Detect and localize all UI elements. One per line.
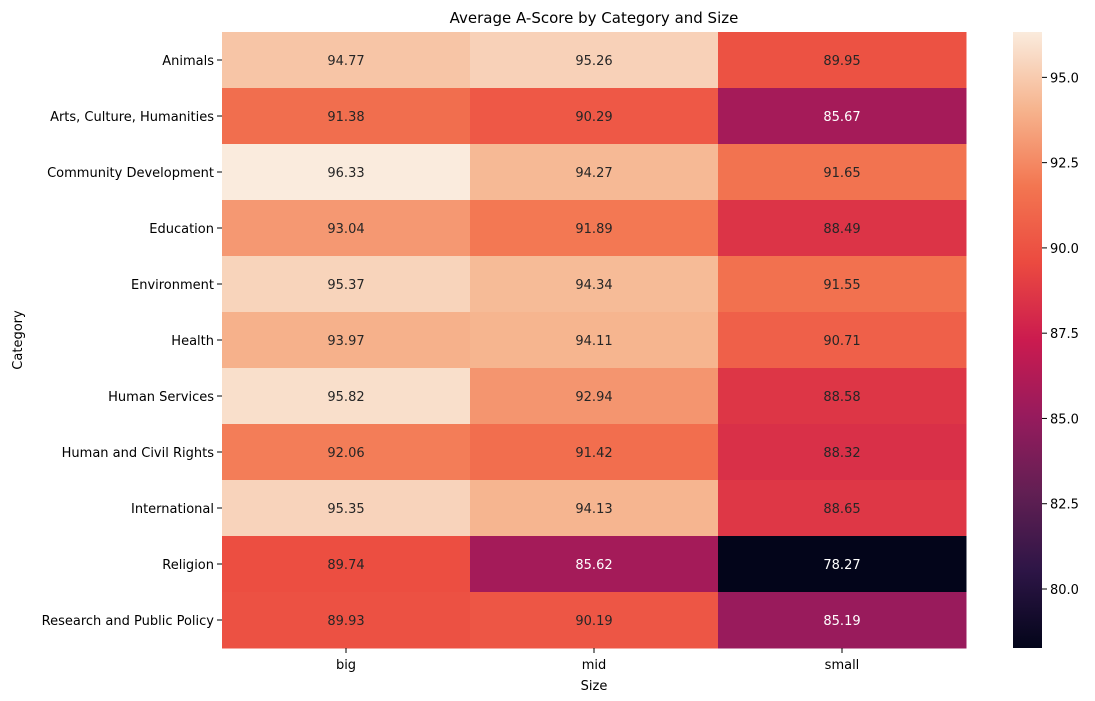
chart-title: Average A-Score by Category and Size [450, 9, 739, 27]
y-tick-label: Human Services [108, 390, 214, 405]
colorbar-gradient [1013, 32, 1042, 648]
cell-value-label: 90.19 [575, 614, 612, 629]
cell-value-label: 92.94 [575, 390, 612, 405]
cell-value-label: 85.19 [823, 614, 860, 629]
colorbar-ticks: 80.0 82.5 85.0 87.5 90.0 92.5 95.0 [1042, 71, 1079, 598]
cell-value-label: 93.04 [327, 222, 364, 237]
y-tick-label: Research and Public Policy [42, 614, 215, 629]
heatmap-cell [222, 424, 471, 481]
y-tick-label: Human and Civil Rights [62, 446, 215, 461]
cell-value-label: 89.93 [327, 614, 364, 629]
y-tick-label: Environment [131, 278, 214, 293]
x-axis-label: Size [581, 679, 608, 694]
cell-value-label: 95.37 [327, 278, 364, 293]
heatmap-cell [222, 368, 471, 425]
heatmap-cell [470, 200, 719, 257]
cell-value-label: 94.77 [327, 54, 364, 69]
x-axis-ticks: big mid small [336, 648, 859, 673]
heatmap-cell [222, 536, 471, 593]
cell-value-label: 89.74 [327, 558, 364, 573]
heatmap-cell [470, 480, 719, 537]
cell-value-label: 91.38 [327, 110, 364, 125]
heatmap-cell [222, 200, 471, 257]
x-tick-label: mid [582, 658, 607, 673]
heatmap-cell [470, 256, 719, 313]
heatmap-cell [222, 312, 471, 369]
heatmap-cell [718, 312, 967, 369]
heatmap-cell-labels: 94.77 95.26 89.95 91.38 90.29 85.67 96.33 94.27… [327, 54, 860, 629]
y-tick-label: Arts, Culture, Humanities [50, 110, 214, 125]
heatmap-cell [718, 200, 967, 257]
cell-value-label: 92.06 [327, 446, 364, 461]
heatmap-cell [470, 32, 719, 89]
x-tick-label: small [825, 658, 860, 673]
heatmap-cell [470, 536, 719, 593]
heatmap-cell [718, 480, 967, 537]
colorbar-tick-label: 80.0 [1050, 583, 1079, 598]
heatmap-cell [470, 88, 719, 145]
heatmap-cell [222, 144, 471, 201]
cell-value-label: 96.33 [327, 166, 364, 181]
cell-value-label: 85.62 [575, 558, 612, 573]
heatmap-cell [718, 88, 967, 145]
cell-value-label: 95.26 [575, 54, 612, 69]
cell-value-label: 88.49 [823, 222, 860, 237]
y-tick-label: Community Development [47, 166, 214, 181]
colorbar [1013, 32, 1042, 648]
cell-value-label: 89.95 [823, 54, 860, 69]
heatmap-cells [222, 32, 967, 649]
cell-value-label: 91.55 [823, 278, 860, 293]
cell-value-label: 78.27 [823, 558, 860, 573]
heatmap-cell [470, 144, 719, 201]
cell-value-label: 88.32 [823, 446, 860, 461]
heatmap-cell [222, 88, 471, 145]
heatmap-cell [222, 480, 471, 537]
heatmap-cell [718, 536, 967, 593]
cell-value-label: 94.34 [575, 278, 612, 293]
cell-value-label: 85.67 [823, 110, 860, 125]
cell-value-label: 93.97 [327, 334, 364, 349]
colorbar-tick-label: 95.0 [1050, 71, 1079, 86]
heatmap-cell [222, 592, 471, 649]
colorbar-tick-label: 87.5 [1050, 327, 1079, 342]
heatmap-cell [718, 424, 967, 481]
heatmap-cell [718, 592, 967, 649]
cell-value-label: 88.65 [823, 502, 860, 517]
heatmap-cell [718, 32, 967, 89]
y-tick-label: Education [149, 222, 214, 237]
cell-value-label: 91.65 [823, 166, 860, 181]
y-tick-label: Health [171, 334, 214, 349]
y-axis-label: Category [11, 310, 26, 370]
heatmap-cell [222, 32, 471, 89]
cell-value-label: 94.13 [575, 502, 612, 517]
heatmap-cell [470, 592, 719, 649]
heatmap-cell [470, 312, 719, 369]
colorbar-tick-label: 92.5 [1050, 157, 1079, 172]
y-tick-label: Animals [162, 54, 214, 69]
cell-value-label: 95.35 [327, 502, 364, 517]
cell-value-label: 94.11 [575, 334, 612, 349]
y-tick-label: Religion [162, 558, 214, 573]
cell-value-label: 91.42 [575, 446, 612, 461]
y-axis-ticks: Animals Arts, Culture, Humanities Communit… [42, 54, 222, 629]
cell-value-label: 94.27 [575, 166, 612, 181]
heatmap-cell [718, 144, 967, 201]
cell-value-label: 88.58 [823, 390, 860, 405]
heatmap-cell [222, 256, 471, 313]
x-tick-label: big [336, 658, 356, 673]
cell-value-label: 90.29 [575, 110, 612, 125]
cell-value-label: 95.82 [327, 390, 364, 405]
heatmap-cell [718, 256, 967, 313]
heatmap-cell [718, 368, 967, 425]
y-tick-label: International [131, 502, 214, 517]
colorbar-tick-label: 85.0 [1050, 412, 1079, 427]
colorbar-tick-label: 82.5 [1050, 498, 1079, 513]
cell-value-label: 91.89 [575, 222, 612, 237]
cell-value-label: 90.71 [823, 334, 860, 349]
colorbar-tick-label: 90.0 [1050, 242, 1079, 257]
heatmap-cell [470, 424, 719, 481]
heatmap-cell [470, 368, 719, 425]
